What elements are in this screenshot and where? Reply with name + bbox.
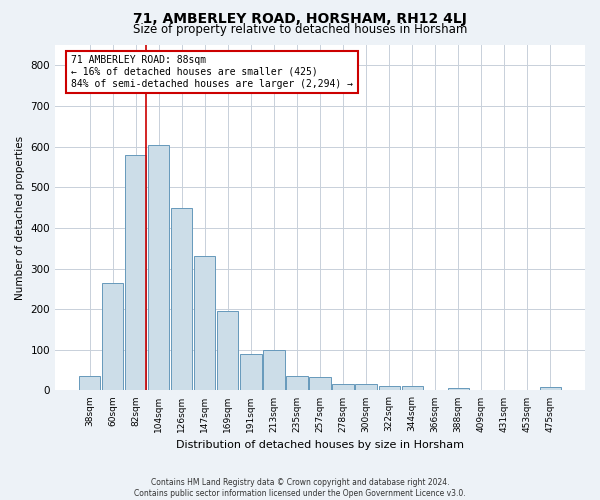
Bar [310, 378, 331, 390]
Bar [355, 384, 377, 390]
Bar [102, 282, 124, 391]
Text: 71 AMBERLEY ROAD: 88sqm
← 16% of detached houses are smaller (425)
84% of semi-d: 71 AMBERLEY ROAD: 88sqm ← 16% of detache… [71, 56, 353, 88]
Bar [540, 387, 561, 390]
Bar [79, 376, 100, 390]
Bar [332, 384, 353, 390]
Bar [263, 350, 284, 391]
Bar [448, 388, 469, 390]
Bar [125, 154, 146, 390]
Bar [194, 256, 215, 390]
Bar [171, 208, 193, 390]
Text: 71, AMBERLEY ROAD, HORSHAM, RH12 4LJ: 71, AMBERLEY ROAD, HORSHAM, RH12 4LJ [133, 12, 467, 26]
Bar [286, 376, 308, 390]
Bar [401, 386, 423, 390]
Bar [241, 354, 262, 391]
Bar [379, 386, 400, 390]
Bar [148, 144, 169, 390]
X-axis label: Distribution of detached houses by size in Horsham: Distribution of detached houses by size … [176, 440, 464, 450]
Text: Contains HM Land Registry data © Crown copyright and database right 2024.
Contai: Contains HM Land Registry data © Crown c… [134, 478, 466, 498]
Y-axis label: Number of detached properties: Number of detached properties [15, 136, 25, 300]
Text: Size of property relative to detached houses in Horsham: Size of property relative to detached ho… [133, 22, 467, 36]
Bar [217, 311, 238, 390]
